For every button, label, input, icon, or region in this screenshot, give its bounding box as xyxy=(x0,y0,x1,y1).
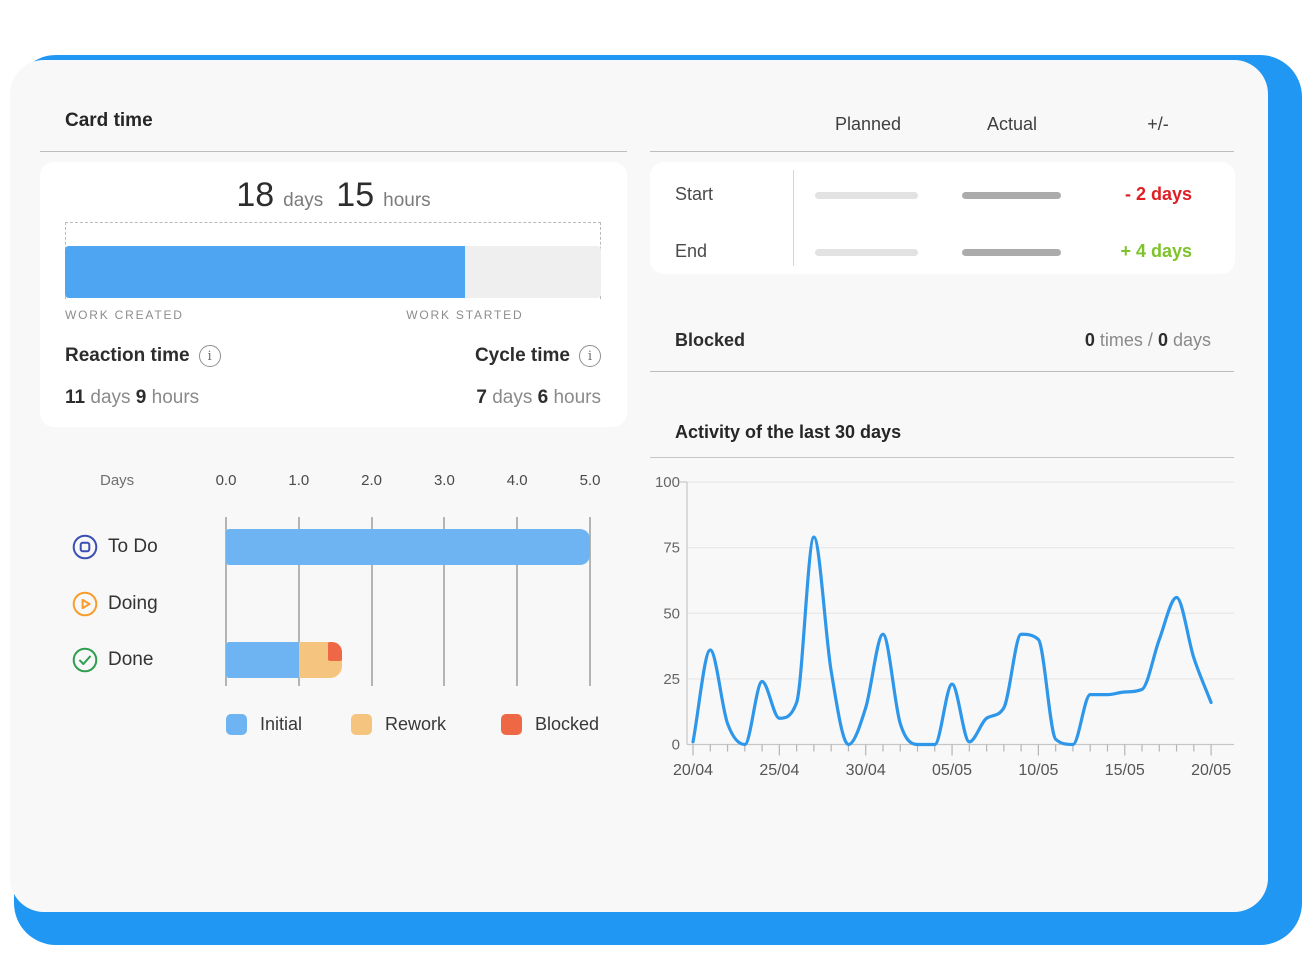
plan-card-vertical-divider xyxy=(793,170,794,266)
status-x-tick-label: 2.0 xyxy=(361,472,383,489)
total-days-unit: days xyxy=(283,190,324,211)
activity-line-series xyxy=(691,535,1213,747)
y-tick-label: 100 xyxy=(655,474,680,491)
legend-swatch xyxy=(351,714,372,735)
done-check-icon xyxy=(72,647,98,673)
legend-label: Blocked xyxy=(535,714,600,734)
total-hours-value: 15 xyxy=(336,176,375,214)
bar-initial-0 xyxy=(226,529,590,565)
legend-label: Initial xyxy=(260,714,303,734)
legend-item-rework: Rework xyxy=(351,714,446,735)
status-label-todo: To Do xyxy=(108,536,158,557)
days-axis-label: Days xyxy=(100,472,135,489)
reaction-time-label: Reaction time xyxy=(65,345,190,366)
x-tick-label: 05/05 xyxy=(932,762,972,779)
work-created-label: WORK CREATED xyxy=(65,308,184,322)
blocked-label: Blocked xyxy=(675,330,746,350)
x-tick-label: 20/04 xyxy=(673,762,713,779)
x-tick-label: 30/04 xyxy=(846,762,886,779)
delta-column-header: +/- xyxy=(1147,114,1169,134)
table-row-end: End + 4 days xyxy=(650,234,1235,270)
x-tick-label: 15/05 xyxy=(1105,762,1145,779)
status-row-doing: Doing xyxy=(72,587,158,621)
divider xyxy=(650,151,1234,152)
status-time-chart: Days 0.0 1.0 2.0 3.0 4.0 5.0 To Do Doing Done… xyxy=(40,460,627,760)
metric-values-row: 11 days 9 hours 7 days 6 hours xyxy=(40,386,627,410)
card-time-progress-fill xyxy=(65,246,465,298)
legend-swatch xyxy=(226,714,247,735)
start-delta-value: - 2 days xyxy=(1124,184,1192,204)
x-tick-label: 25/04 xyxy=(759,762,799,779)
status-label-done: Done xyxy=(108,649,154,670)
work-started-label: WORK STARTED xyxy=(406,308,524,322)
end-row-label: End xyxy=(675,241,708,261)
legend-item-blocked: Blocked xyxy=(501,714,599,735)
status-x-tick-label: 1.0 xyxy=(288,472,310,489)
reaction-time-value: 11 days 9 hours xyxy=(65,387,200,408)
bar-initial-2 xyxy=(226,642,299,678)
status-x-tick-label: 0.0 xyxy=(215,472,237,489)
activity-line-chart: 0 25 50 75 100 20/04 25/04 30/04 05/05 10/05 15/05… xyxy=(655,474,1234,779)
actual-column-header: Actual xyxy=(986,114,1038,134)
total-days-value: 18 xyxy=(236,176,275,214)
plan-actual-card: Start - 2 days End + 4 days xyxy=(650,162,1235,274)
status-x-tick-label: 5.0 xyxy=(579,472,601,489)
divider xyxy=(650,457,1234,458)
table-row-start: Start - 2 days xyxy=(650,177,1235,213)
y-tick-label: 50 xyxy=(663,605,680,622)
todo-square-icon xyxy=(72,534,98,560)
legend-swatch xyxy=(501,714,522,735)
cycle-time-label: Cycle time xyxy=(474,345,570,366)
status-gridline xyxy=(589,517,591,686)
status-row-done: Done xyxy=(72,643,153,677)
card-time-title: Card time xyxy=(65,110,153,131)
x-tick-label: 10/05 xyxy=(1018,762,1058,779)
metric-labels-row: Reaction time i Cycle time i xyxy=(40,344,627,368)
y-tick-label: 25 xyxy=(663,671,680,688)
status-gridline xyxy=(297,517,300,686)
reaction-time-label-group: Reaction time i xyxy=(65,345,221,367)
divider xyxy=(650,371,1234,372)
planned-column-header: Planned xyxy=(834,114,902,134)
end-planned-placeholder-bar xyxy=(815,249,918,256)
cycle-time-info-icon[interactable]: i xyxy=(579,345,601,367)
status-gridline xyxy=(516,517,519,686)
end-delta-value: + 4 days xyxy=(1120,241,1192,261)
reaction-time-info-icon[interactable]: i xyxy=(198,345,221,367)
card-time-summary-card: 18 days 15 hours WORK CREATED WORK START… xyxy=(40,162,627,427)
x-tick-label: 20/05 xyxy=(1191,762,1231,779)
y-tick-label: 0 xyxy=(672,737,680,754)
y-tick-label: 75 xyxy=(663,540,680,557)
status-row-todo: To Do xyxy=(72,530,158,564)
start-actual-placeholder-bar xyxy=(962,192,1061,199)
card-time-progress-track xyxy=(65,246,601,298)
cycle-time-label-group: Cycle time i xyxy=(475,345,601,367)
activity-chart-title: Activity of the last 30 days xyxy=(675,422,902,442)
start-planned-placeholder-bar xyxy=(815,192,918,199)
doing-play-icon xyxy=(72,591,98,617)
start-row-label: Start xyxy=(675,184,714,204)
status-x-tick-label: 3.0 xyxy=(433,472,455,489)
status-gridline xyxy=(225,517,227,686)
status-gridline xyxy=(370,517,373,686)
end-actual-placeholder-bar xyxy=(962,249,1061,256)
total-hours-unit: hours xyxy=(383,190,431,211)
bar-blocked-2 xyxy=(327,642,343,661)
status-label-doing: Doing xyxy=(108,593,158,614)
progress-bar-labels: WORK CREATED WORK STARTED xyxy=(65,308,601,324)
divider xyxy=(40,151,627,152)
cycle-time-value: 7 days 6 hours xyxy=(476,387,601,408)
legend-item-initial: Initial xyxy=(226,714,302,735)
total-duration: 18 days 15 hours xyxy=(40,176,627,215)
status-x-tick-label: 4.0 xyxy=(506,472,528,489)
status-gridline xyxy=(443,517,446,686)
legend-label: Rework xyxy=(385,714,447,734)
blocked-stats: 0 times / 0 days xyxy=(1084,330,1211,350)
